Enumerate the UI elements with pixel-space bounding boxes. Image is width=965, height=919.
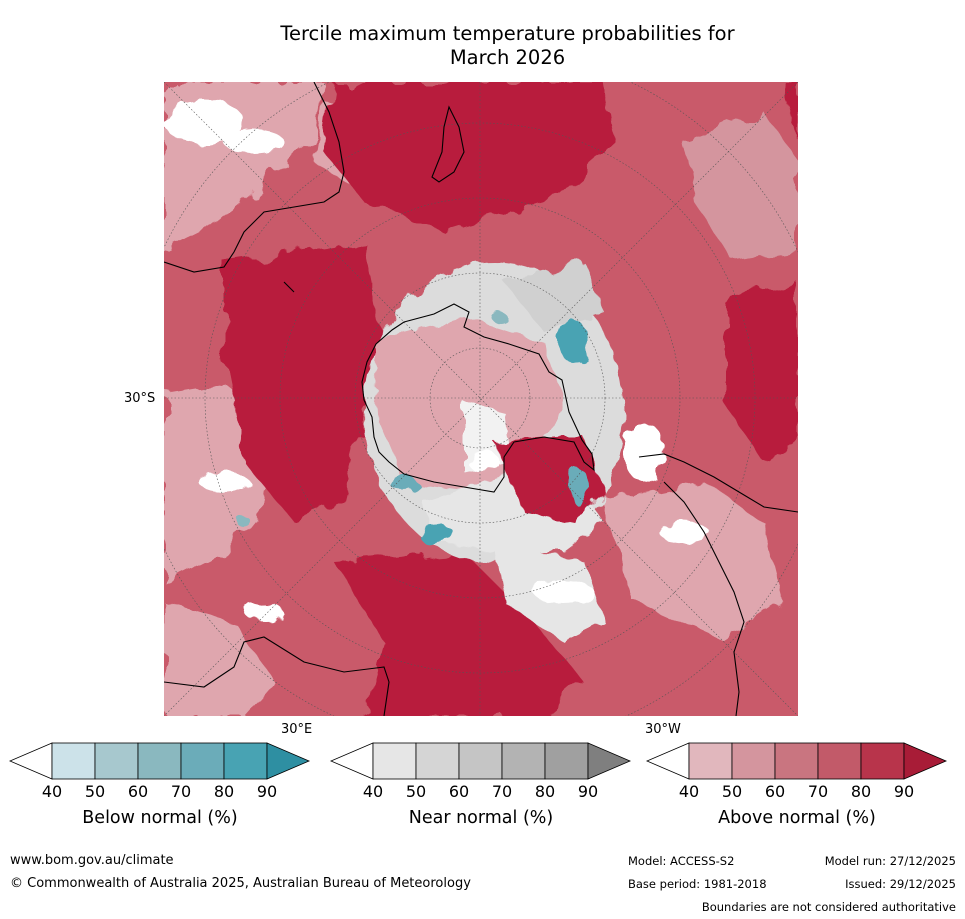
colorbar-segment [501,742,546,780]
colorbar-segment [544,742,589,780]
colorbar-segment [688,742,733,780]
colorbar-extend-low [8,742,53,780]
coastlines [164,82,798,716]
colorbar-tick-label: 70 [807,782,829,801]
australia-coast [164,82,345,273]
base-period-text: Base period: 1981-2018 [628,877,767,891]
colorbar-extend-high [903,742,948,780]
lat-label-30s: 30°S [124,391,156,406]
above-dark-regions [224,82,798,716]
colorbar-tick-label: 60 [764,782,786,801]
below-normal-regions [237,312,589,544]
colorbar-tick-label: 70 [491,782,513,801]
title-line-2: March 2026 [449,46,566,69]
colorbar-near [329,742,632,780]
colorbar-tick-label: 90 [256,782,278,801]
colorbar-segment [372,742,417,780]
disclaimer-text: Boundaries are not considered authoritat… [701,900,956,914]
website-link[interactable]: www.bom.gov.au/climate [10,853,174,868]
colorbar-tick-label: 80 [534,782,556,801]
colorbar-tick-label: 90 [577,782,599,801]
colorbar-extend-high [266,742,311,780]
colorbar-segment [415,742,460,780]
colorbar-extend-low [329,742,374,780]
colorbar-near-label: Near normal (%) [408,808,554,828]
chart-title: Tercile maximum temperature probabilitie… [150,22,865,70]
colorbar-segment [180,742,225,780]
colorbar-tick-label: 40 [41,782,63,801]
model-text: Model: ACCESS-S2 [628,854,735,868]
colorbar-segment [458,742,503,780]
colorbar-tick-label: 90 [893,782,915,801]
colorbar-segment [137,742,182,780]
south-america-coast [638,453,798,513]
colorbar-segment [94,742,139,780]
issued-text: Issued: 29/12/2025 [845,877,956,891]
colorbar-tick-label: 60 [448,782,470,801]
africa-coast [164,636,390,716]
colorbar-tick-label: 40 [362,782,384,801]
antarctica-coast [361,303,595,493]
model-run-text: Model run: 27/12/2025 [824,854,956,868]
lon-label-30w: 30°W [645,722,681,737]
colorbar-tick-label: 40 [678,782,700,801]
colorbar-extend-low [645,742,690,780]
colorbar-tick-label: 80 [213,782,235,801]
colorbar-above [645,742,948,780]
colorbar-tick-label: 60 [127,782,149,801]
colorbar-segment [774,742,819,780]
colorbar-below-label: Below normal (%) [82,808,238,828]
lon-label-30e: 30°E [281,722,313,737]
colorbar-tick-label: 50 [721,782,743,801]
colorbar-segment [817,742,862,780]
probability-map [164,82,798,716]
colorbar-extend-high [587,742,632,780]
colorbar-segment [51,742,96,780]
copyright-text: © Commonwealth of Australia 2025, Austra… [10,876,471,891]
graticule [164,82,798,716]
colorbar-tick-label: 80 [850,782,872,801]
new-zealand-coast [431,105,465,183]
colorbar-below [8,742,311,780]
colorbar-tick-label: 50 [84,782,106,801]
title-line-1: Tercile maximum temperature probabilitie… [280,22,735,45]
colorbar-segment [731,742,776,780]
colorbar-tick-label: 50 [405,782,427,801]
colorbar-segment [860,742,905,780]
map-svg [164,82,798,716]
colorbar-tick-label: 70 [170,782,192,801]
colorbar-above-label: Above normal (%) [718,808,876,828]
colorbar-segment [223,742,268,780]
